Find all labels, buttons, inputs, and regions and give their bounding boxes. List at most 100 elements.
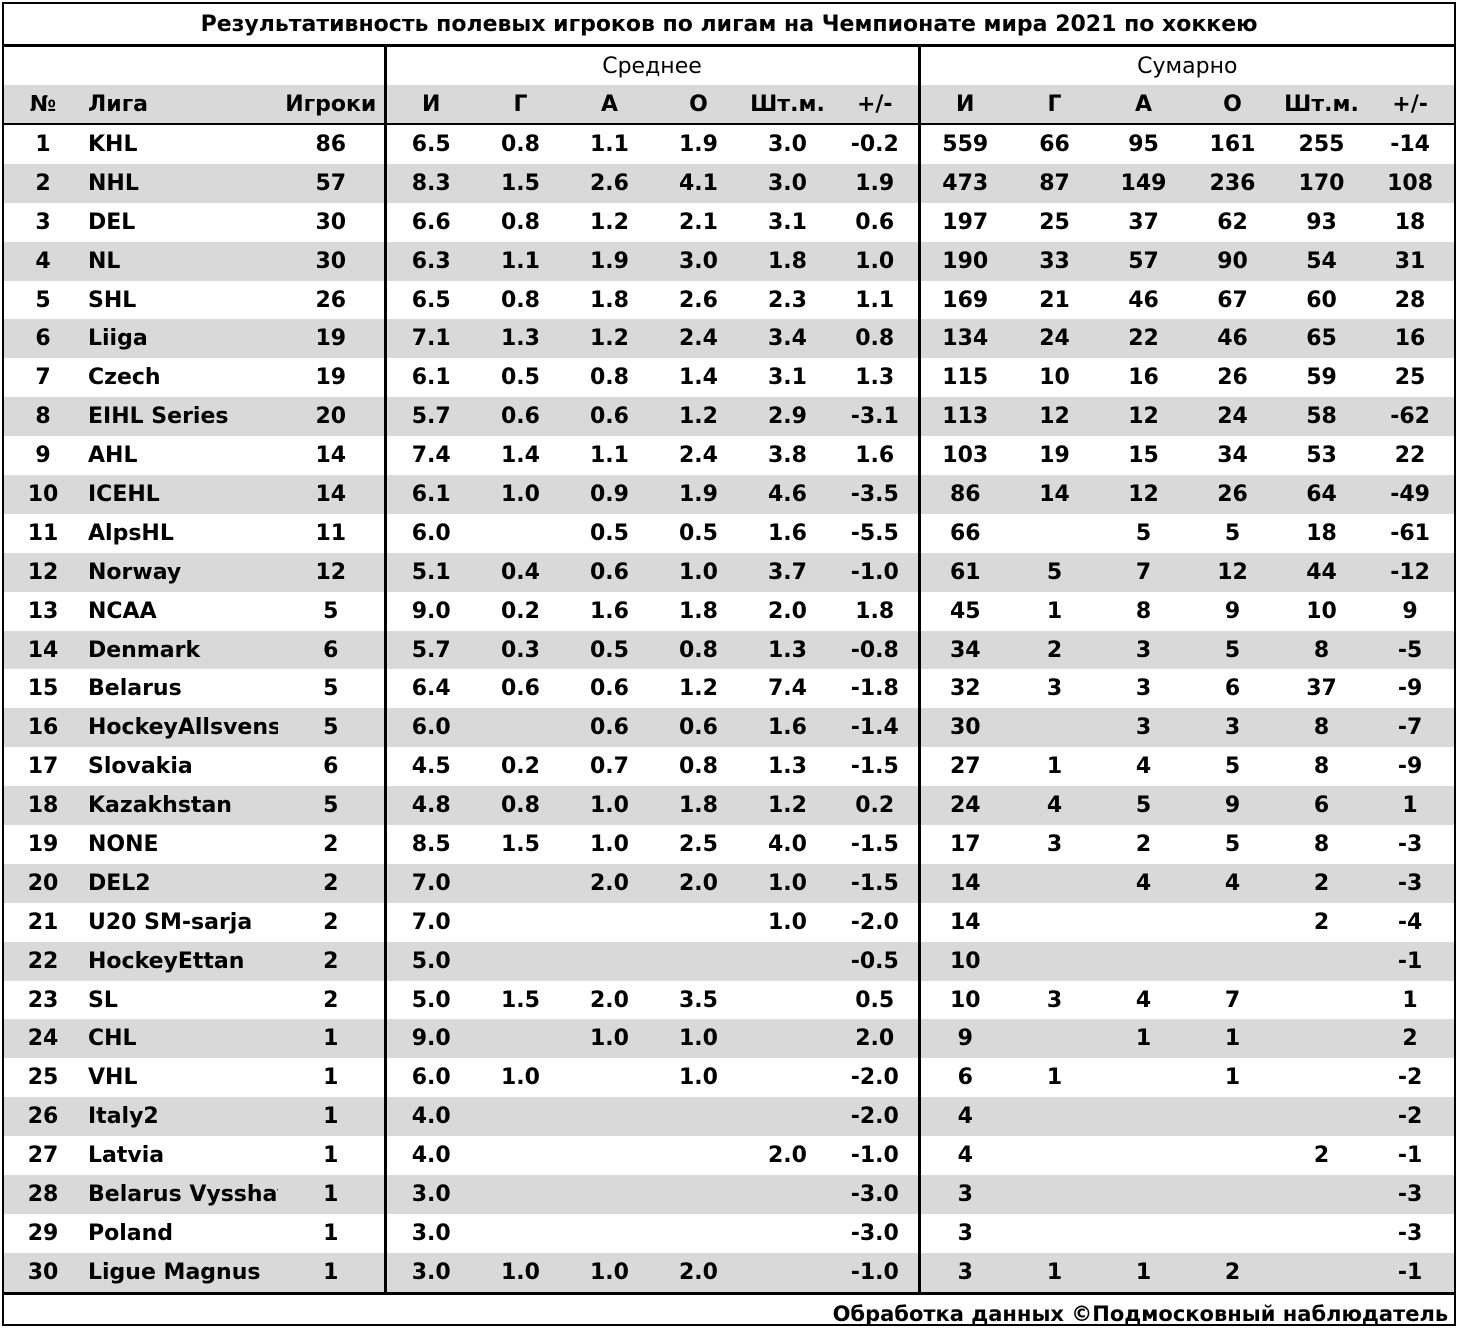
- table-row: 26 Italy2 1 4.0 -2.0 4 -2: [4, 1097, 1455, 1137]
- cell-players: 30: [315, 209, 347, 235]
- cell-sum-points: 236: [1188, 163, 1277, 203]
- table-row: 10 ICEHL 14 6.1 1.0 0.9 1.9 4.6 -3.5 86 14 12 26 64 -4…: [4, 475, 1455, 514]
- cell-avg-goals: [476, 1019, 565, 1059]
- column-header-sum-games: И: [917, 85, 1010, 125]
- cell-sum-goals: 24: [1010, 319, 1099, 359]
- table-row: 30 Ligue Magnus 1 3.0 1.0 1.0 2.0 -1.0 3 1 1 2 -1: [4, 1252, 1455, 1294]
- cell-num: 10: [4, 475, 82, 514]
- cell-sum-plusminus: -1: [1366, 1252, 1455, 1294]
- cell-league: Norway: [82, 552, 278, 592]
- cell-sum-games: 45: [917, 591, 1010, 631]
- cell-sum-pim: 8: [1313, 754, 1330, 780]
- cell-sum-plusminus: -7: [1366, 708, 1455, 748]
- cell-sum-goals: [1010, 941, 1099, 981]
- cell-avg-assists: [565, 941, 654, 981]
- cell-sum-assists: 12: [1099, 397, 1188, 437]
- table-body: 1 KHL 86 6.5 0.8 1.1 1.9 3.0 -0.2 559 66 95 161 255 -1…: [4, 124, 1455, 1294]
- column-header-sum-plusminus: +/-: [1366, 85, 1455, 125]
- cell-sum-pim: [1277, 1097, 1366, 1137]
- cell-sum-pim: [1277, 1019, 1366, 1059]
- cell-avg-assists: 1.1: [590, 443, 629, 469]
- cell-avg-pim: 3.0: [743, 163, 832, 203]
- cell-sum-assists: 46: [1128, 287, 1159, 313]
- cell-sum-points: [1188, 1214, 1277, 1253]
- cell-sum-games: 4: [917, 1097, 1010, 1137]
- cell-sum-goals: 21: [1039, 287, 1070, 313]
- cell-avg-pim: 7.4: [768, 676, 807, 702]
- cell-players: 19: [315, 365, 347, 391]
- cell-sum-goals: 10: [1039, 365, 1070, 391]
- cell-avg-plusminus: -3.0: [832, 1175, 919, 1214]
- cell-num: 7: [35, 365, 51, 391]
- cell-sum-games: 61: [917, 552, 1010, 592]
- cell-avg-pim: 1.8: [743, 241, 832, 281]
- table-row: 3 DEL 30 6.6 0.8 1.2 2.1 3.1 0.6 197 25 37 62 93 18: [4, 202, 1454, 242]
- cell-avg-goals: 0.2: [501, 754, 540, 780]
- cell-sum-goals: [1010, 514, 1099, 553]
- cell-sum-points: 46: [1188, 319, 1277, 359]
- cell-sum-games: 113: [917, 397, 1010, 437]
- cell-sum-goals: 5: [1010, 552, 1099, 592]
- cell-league: VHL: [88, 1065, 138, 1091]
- cell-avg-games: 7.1: [383, 319, 476, 359]
- cell-avg-goals: 1.5: [501, 987, 540, 1013]
- cell-sum-assists: 8: [1135, 598, 1152, 624]
- cell-num: 4: [4, 241, 82, 281]
- cell-avg-games: 7.0: [383, 902, 476, 942]
- cell-players: 57: [278, 163, 385, 203]
- cell-avg-games: 5.7: [383, 630, 476, 670]
- cell-avg-goals: 1.0: [476, 1252, 565, 1294]
- column-header-sum-pim: Шт.м.: [1277, 85, 1366, 125]
- cell-players: 6: [278, 630, 385, 670]
- table-row: 27 Latvia 1 4.0 2.0 -1.0 4 2 -1: [4, 1136, 1454, 1176]
- cell-sum-games: 10: [917, 941, 1010, 981]
- cell-league: Belarus: [88, 676, 182, 702]
- cell-avg-assists: 2.0: [565, 863, 654, 903]
- cell-sum-pim: 2: [1313, 909, 1330, 935]
- cell-avg-goals: 1.5: [501, 831, 540, 857]
- cell-avg-assists: 1.1: [590, 131, 629, 157]
- cell-avg-points: [654, 1097, 743, 1137]
- cell-avg-plusminus: 0.2: [832, 786, 919, 826]
- cell-avg-assists: 1.0: [590, 831, 629, 857]
- cell-sum-pim: [1277, 941, 1366, 981]
- cell-avg-plusminus: -5.5: [850, 520, 899, 546]
- column-header-sum-assists: А: [1099, 85, 1188, 125]
- cell-num: 1: [35, 131, 51, 157]
- cell-sum-assists: 4: [1135, 754, 1152, 780]
- cell-league: ICEHL: [82, 475, 278, 514]
- cell-players: 1: [278, 1252, 385, 1294]
- cell-avg-assists: [565, 1175, 654, 1214]
- cell-players: 6: [323, 754, 339, 780]
- cell-num: 12: [4, 552, 82, 592]
- cell-avg-assists: 0.6: [590, 676, 629, 702]
- cell-sum-points: 26: [1217, 365, 1248, 391]
- cell-sum-points: 12: [1188, 552, 1277, 592]
- cell-sum-goals: [1010, 1136, 1099, 1175]
- cell-avg-pim: 3.1: [768, 365, 807, 391]
- cell-avg-plusminus: -1.0: [832, 1252, 919, 1294]
- cell-avg-plusminus: -1.0: [850, 1143, 899, 1169]
- cell-sum-games: 32: [917, 669, 1010, 709]
- cell-sum-points: 4: [1188, 863, 1277, 903]
- cell-sum-assists: [1099, 1058, 1188, 1097]
- cell-sum-points: [1188, 941, 1277, 981]
- cell-sum-pim: 10: [1306, 598, 1337, 624]
- cell-league: AHL: [88, 443, 138, 469]
- cell-avg-assists: [565, 1214, 654, 1253]
- cell-avg-assists: 0.5: [565, 630, 654, 670]
- cell-sum-plusminus: 108: [1366, 163, 1455, 203]
- cell-sum-goals: [1010, 1214, 1099, 1253]
- cell-sum-assists: 95: [1128, 131, 1159, 157]
- cell-league: Denmark: [82, 630, 278, 670]
- cell-avg-plusminus: 1.6: [855, 443, 895, 469]
- cell-sum-games: 103: [917, 436, 1010, 476]
- cell-sum-assists: 4: [1099, 863, 1188, 903]
- cell-sum-pim: 8: [1277, 630, 1366, 670]
- cell-sum-plusminus: 31: [1366, 241, 1455, 281]
- column-header-league: Лига: [82, 85, 278, 125]
- cell-sum-plusminus: 16: [1366, 319, 1455, 359]
- cell-sum-pim: 65: [1277, 319, 1366, 359]
- cell-avg-games: 4.5: [383, 747, 476, 787]
- cell-avg-games: 6.0: [383, 708, 476, 748]
